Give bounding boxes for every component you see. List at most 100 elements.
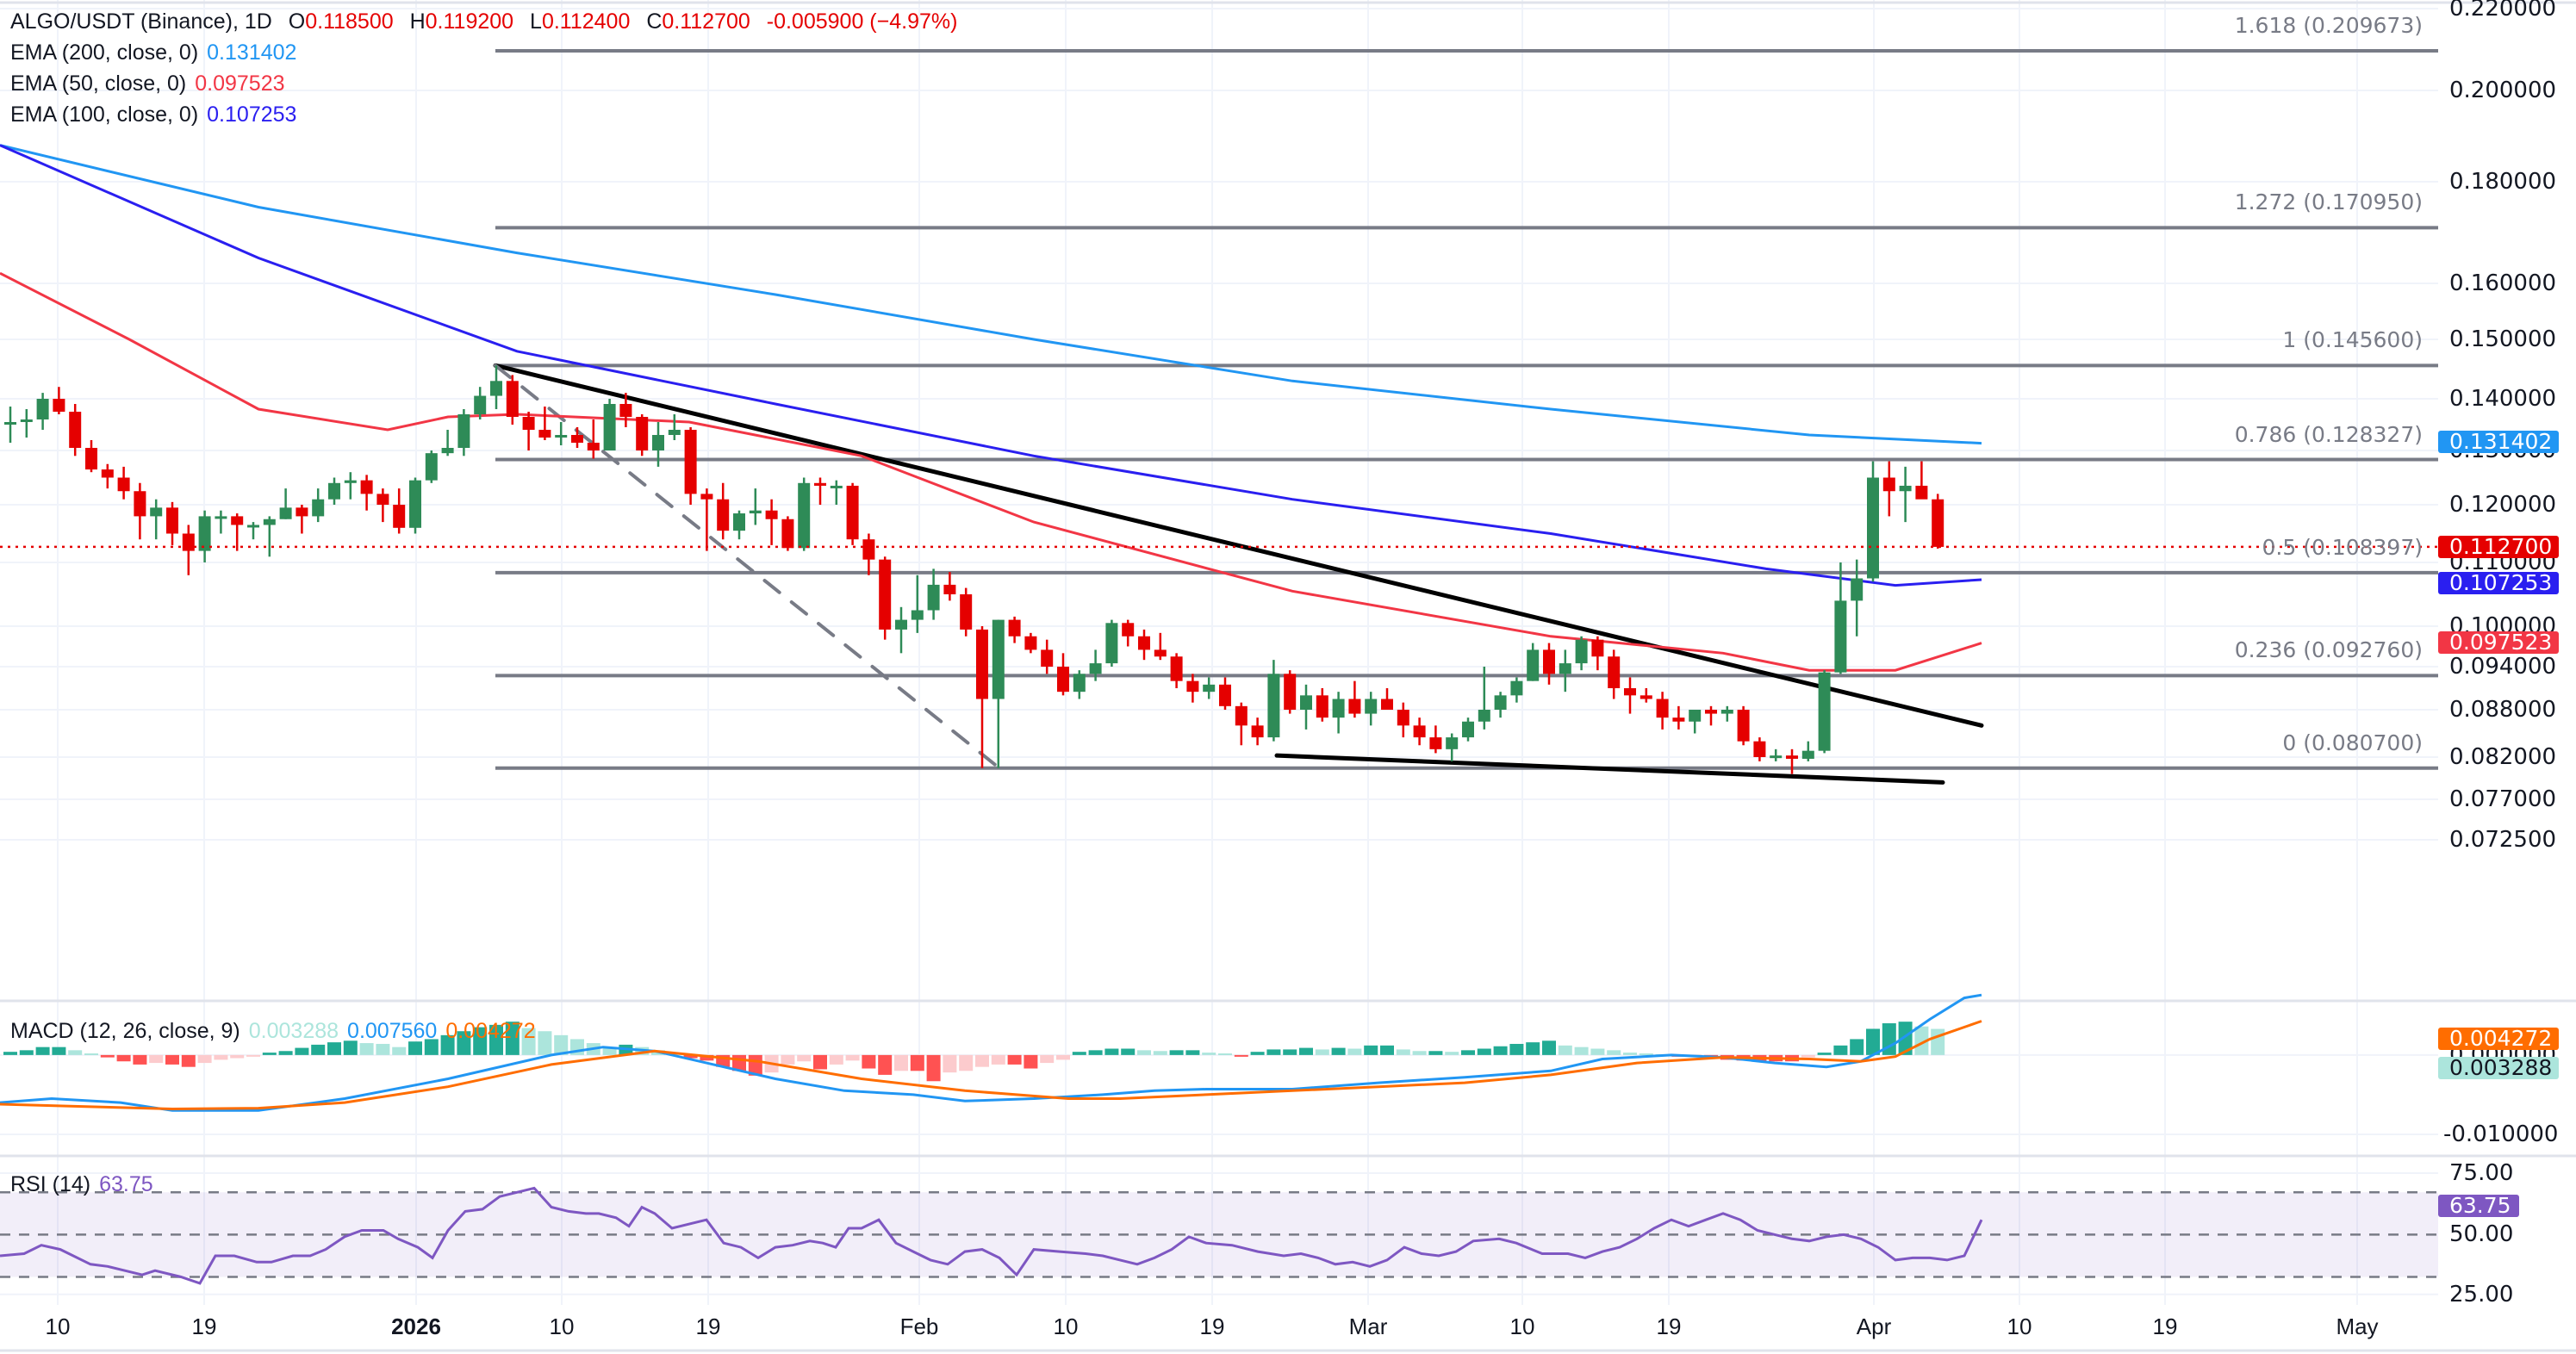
- candle-body: [150, 507, 163, 517]
- macd-histogram-bar: [1104, 1048, 1119, 1055]
- macd-histogram-bar: [862, 1054, 876, 1069]
- macd-histogram-bar: [181, 1054, 196, 1067]
- price-axis-tick: 0.120000: [2449, 492, 2557, 518]
- symbol-title[interactable]: ALGO/USDT (Binance), 1D: [10, 9, 272, 34]
- candle-body: [1348, 699, 1361, 714]
- price-axis-tick: 0.220000: [2449, 0, 2557, 22]
- candle-body: [4, 422, 16, 425]
- candle-body: [1170, 656, 1183, 681]
- ema100-value: 0.107253: [207, 102, 297, 127]
- macd-histogram-bar: [1315, 1049, 1329, 1055]
- candle-body: [198, 516, 211, 551]
- candle-body: [1381, 699, 1393, 710]
- macd-histogram-bar: [683, 1054, 698, 1059]
- rsi-axis-tick: 50.00: [2449, 1221, 2514, 1248]
- candle-body: [1624, 688, 1636, 696]
- candle-body: [1008, 619, 1021, 637]
- rsi-value-tag: 63.75: [2438, 1194, 2519, 1217]
- candle-body: [1689, 710, 1702, 722]
- macd-histogram-bar: [829, 1054, 843, 1065]
- macd-histogram-bar: [1169, 1050, 1184, 1055]
- candle-body: [1559, 663, 1571, 674]
- macd-histogram-bar: [52, 1047, 66, 1055]
- candle-body: [101, 469, 114, 478]
- candle-body: [1413, 725, 1426, 738]
- macd-histogram-bar: [376, 1043, 390, 1055]
- macd-histogram-bar: [1574, 1047, 1589, 1055]
- candle-body: [1753, 741, 1766, 757]
- macd-histogram-bar: [959, 1054, 974, 1071]
- candle-body: [1203, 684, 1216, 693]
- candle-body: [1186, 680, 1199, 693]
- candle-body: [846, 485, 859, 540]
- time-axis-tick: 10: [1509, 1314, 1535, 1339]
- macd-histogram-bar: [894, 1054, 908, 1071]
- macd-histogram-bar: [392, 1047, 407, 1055]
- candle-body: [1640, 695, 1652, 699]
- macd-legend[interactable]: MACD (12, 26, close, 9) 0.003288 0.007560 0…: [10, 1016, 536, 1046]
- candle-body: [1672, 717, 1685, 722]
- macd-histogram-bar: [521, 1028, 536, 1055]
- macd-histogram-bar: [100, 1054, 115, 1058]
- candle-body: [53, 399, 65, 412]
- candle-body: [1720, 710, 1733, 714]
- macd-histogram-bar: [278, 1051, 293, 1055]
- candle-body: [1462, 721, 1474, 738]
- symbol-legend: ALGO/USDT (Binance), 1D O0.118500 H0.119…: [10, 7, 957, 36]
- macd-histogram-bar: [1185, 1050, 1200, 1055]
- ema50-legend[interactable]: EMA (50, close, 0) 0.097523: [10, 69, 285, 98]
- candle-body: [506, 381, 519, 417]
- candle-body: [312, 499, 325, 517]
- rsi-legend[interactable]: RSI (14) 63.75: [10, 1170, 153, 1199]
- macd-histogram-bar: [1007, 1054, 1022, 1065]
- macd-histogram-bar: [1428, 1051, 1443, 1055]
- candle-body: [1737, 710, 1750, 742]
- ema200-legend[interactable]: EMA (200, close, 0) 0.131402: [10, 38, 296, 67]
- time-axis-tick: 10: [45, 1314, 71, 1339]
- low-label: L: [530, 9, 542, 34]
- macd-histogram-bar: [1218, 1053, 1232, 1056]
- candle-body: [1024, 636, 1037, 650]
- fib-label: 0.786 (0.128327): [2234, 421, 2423, 447]
- macd-histogram-bar: [1153, 1051, 1167, 1055]
- ema100-price-tag: 0.107253: [2438, 572, 2559, 595]
- candle-body: [166, 507, 178, 534]
- macd-histogram-bar: [781, 1054, 795, 1065]
- candle-body: [1915, 485, 1928, 500]
- candle-body: [765, 510, 778, 519]
- macd-histogram-bar: [1445, 1052, 1459, 1055]
- macd-histogram-bar: [133, 1054, 147, 1065]
- candle-body: [619, 404, 632, 417]
- macd-histogram-bar: [1380, 1045, 1394, 1055]
- macd-line: [0, 993, 1982, 1112]
- candle-body: [1527, 649, 1540, 681]
- candle-body: [1251, 725, 1264, 738]
- ema50-line: [0, 271, 1982, 672]
- macd-hist-tag: 0.003288: [2438, 1057, 2559, 1079]
- macd-histogram-bar: [1266, 1049, 1281, 1055]
- candle-body: [571, 435, 583, 443]
- candle-body: [215, 516, 227, 519]
- candle-body: [69, 412, 82, 448]
- candle-body: [1882, 477, 1895, 492]
- macd-histogram-bar: [1509, 1043, 1524, 1055]
- time-axis-tick: 19: [2152, 1314, 2178, 1339]
- macd-histogram-bar: [602, 1047, 617, 1055]
- candle-body: [1770, 755, 1783, 759]
- macd-histogram-bar: [1088, 1050, 1103, 1055]
- candle-body: [1235, 705, 1248, 726]
- macd-histogram-bar: [1121, 1048, 1136, 1055]
- candle-body: [490, 381, 502, 396]
- macd-histogram-bar: [1477, 1048, 1491, 1055]
- low-value: 0.112400: [541, 9, 631, 34]
- candle-body: [830, 485, 843, 488]
- fib-label: 1.272 (0.170950): [2234, 189, 2423, 215]
- candle-body: [960, 594, 973, 630]
- ema200-value: 0.131402: [207, 40, 297, 65]
- candle-body: [182, 533, 195, 551]
- candle-body: [895, 619, 907, 630]
- price-axis-tick: 0.140000: [2449, 386, 2557, 412]
- macd-hist-value: 0.003288: [248, 1019, 339, 1043]
- ema100-legend[interactable]: EMA (100, close, 0) 0.107253: [10, 100, 296, 129]
